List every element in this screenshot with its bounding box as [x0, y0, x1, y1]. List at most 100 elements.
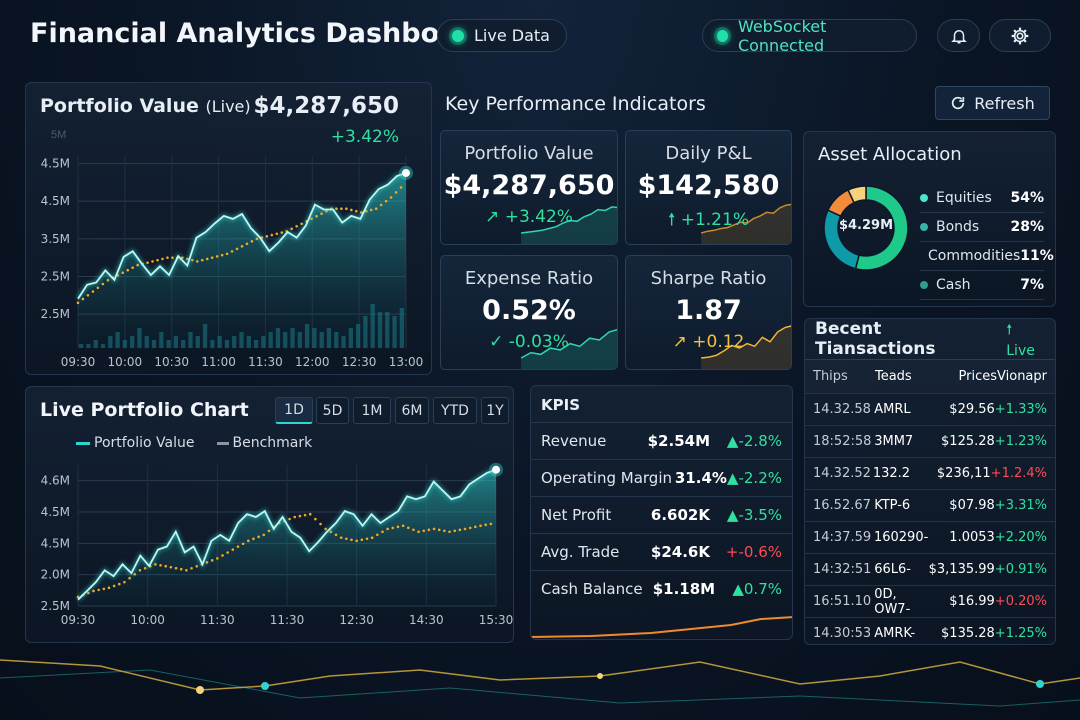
benchmark-point — [236, 545, 240, 548]
range-tab-1m[interactable]: 1M — [353, 397, 391, 424]
transactions-title: Becent Tiansactions — [815, 319, 936, 359]
transaction-cell: 3MM7 — [874, 434, 914, 449]
kpi-change: +-0.6% — [710, 543, 782, 561]
transaction-cell: AMRL — [874, 402, 911, 417]
kpi-change-value: -0.6% — [738, 543, 782, 561]
benchmark-point — [151, 260, 154, 263]
benchmark-point — [230, 250, 234, 253]
benchmark-point — [355, 539, 358, 543]
benchmark-point — [391, 526, 395, 530]
x-tick-label: 10:00 — [130, 613, 165, 627]
benchmark-point — [154, 563, 157, 566]
benchmark-point — [166, 256, 169, 259]
x-tick-label: 09:30 — [61, 613, 96, 627]
allocation-pct: 11% — [1020, 248, 1054, 264]
benchmark-point — [96, 286, 100, 290]
kpi-row: Net Profit 6.602K ▲-3.5% — [531, 496, 792, 533]
kpi-card-value: 0.52% — [482, 295, 576, 326]
legend-benchmark[interactable]: Benchmark — [216, 435, 312, 451]
range-tab-5d[interactable]: 5D — [316, 397, 349, 424]
live-point-marker[interactable] — [402, 168, 410, 177]
kpi-change-value: -2.2% — [738, 469, 782, 487]
transaction-row[interactable]: 16.52.67 KTP-6 $07.98 +3.31% — [805, 489, 1055, 521]
trend-up-icon: ↗ — [485, 207, 505, 227]
benchmark-point — [339, 536, 343, 539]
benchmark-point — [262, 533, 266, 537]
benchmark-point — [345, 537, 348, 541]
column-header[interactable]: Vionapr — [997, 369, 1047, 384]
kpi-card[interactable]: Sharpe Ratio 1.87 ↗ +0.12 — [625, 255, 792, 370]
benchmark-point — [437, 528, 441, 532]
transaction-row[interactable]: 14.32.58 AMRL $29.56 +1.33% — [805, 393, 1055, 425]
legend-swatch-icon — [216, 441, 229, 445]
transaction-cell: 16:51.10 — [813, 594, 872, 609]
kpi-card-value: $142,580 — [637, 170, 780, 201]
benchmark-point — [123, 580, 126, 584]
benchmark-point — [216, 557, 219, 560]
benchmark-point — [443, 529, 446, 533]
transaction-row[interactable]: 14.32.52 132.2 $236,11 +1.2.4% — [805, 457, 1055, 489]
transaction-row[interactable]: 16:51.10 0D, OW7- $16.99 +0.20% — [805, 585, 1055, 617]
x-tick-label: 12:30 — [339, 613, 374, 627]
benchmark-point — [315, 214, 318, 218]
kpi-row: Cash Balance $1.18M ▲0.7% — [531, 570, 792, 607]
transaction-row[interactable]: 14.30:53 AMRK- $135.28 +1.25% — [805, 617, 1055, 649]
transaction-cell: $236,11 — [936, 466, 991, 481]
range-tab-ytd[interactable]: YTD — [433, 397, 477, 424]
benchmark-point — [345, 207, 348, 211]
notifications-button[interactable] — [937, 19, 980, 52]
faint-axis-label: 5M — [51, 129, 67, 141]
kpi-change: ▲-2.8% — [710, 432, 782, 450]
transaction-row[interactable]: 14:37.59 160290- 1.0053 +2.20% — [805, 521, 1055, 553]
benchmark-point — [288, 517, 291, 521]
benchmark-point — [412, 528, 415, 532]
benchmark-point — [185, 568, 188, 572]
benchmark-point — [396, 525, 400, 529]
arrow-up-icon: 🠕 — [1006, 322, 1013, 338]
benchmark-point — [121, 271, 125, 275]
range-tab-1y[interactable]: 1Y — [481, 397, 509, 424]
range-tab-6m[interactable]: 6M — [395, 397, 429, 424]
benchmark-point — [320, 212, 323, 216]
benchmark-point — [369, 208, 373, 212]
donut-slice[interactable] — [847, 185, 867, 204]
benchmark-point — [200, 258, 204, 262]
allocation-name: Commodities — [928, 248, 1021, 264]
benchmark-point — [319, 522, 322, 526]
benchmark-point — [335, 207, 338, 211]
transaction-cell: KTP-6 — [874, 498, 911, 513]
kpi-card[interactable]: Portfolio Value $4,287,650 ↗ +3.42% — [440, 130, 618, 245]
benchmark-point — [190, 566, 193, 570]
allocation-pct: 7% — [1020, 277, 1044, 293]
benchmark-point — [360, 538, 364, 542]
portfolio-change: +3.42% — [330, 127, 399, 147]
range-tab-1d[interactable]: 1D — [275, 397, 313, 424]
benchmark-point — [448, 530, 451, 534]
benchmark-point — [210, 559, 214, 562]
column-header[interactable]: Prices — [958, 369, 998, 384]
transaction-row[interactable]: 18:52:58 3MM7 $125.28 +1.23% — [805, 425, 1055, 457]
status-dot-icon — [452, 29, 464, 42]
benchmark-point — [275, 232, 279, 236]
portfolio-line — [77, 172, 407, 300]
kpi-card[interactable]: Expense Ratio 0.52% ✓ -0.03% — [440, 255, 618, 370]
column-header[interactable]: Thips — [813, 369, 848, 384]
donut-slice[interactable] — [854, 185, 909, 271]
kpi-card[interactable]: Daily P&L $142,580 🠕 +1.21% — [625, 130, 792, 245]
legend-portfolio[interactable]: Portfolio Value — [76, 435, 195, 451]
benchmark-point — [252, 537, 255, 541]
live-point-marker[interactable] — [492, 465, 500, 474]
transaction-cell: $135.28 — [941, 626, 995, 641]
refresh-button[interactable]: Refresh — [935, 86, 1050, 120]
column-header[interactable]: Teads — [874, 369, 912, 384]
refresh-icon — [952, 96, 965, 110]
benchmark-point — [479, 524, 482, 528]
transaction-row[interactable]: 14:32:51 66L6- $3,135.99 +0.91% — [805, 553, 1055, 585]
live-data-badge[interactable]: Live Data — [437, 19, 567, 52]
benchmark-point — [293, 515, 297, 519]
asset-allocation-panel: Asset Allocation $4.29M Equities 54% Bonds… — [803, 131, 1056, 307]
benchmark-point — [350, 538, 353, 542]
settings-button[interactable] — [989, 19, 1051, 52]
benchmark-point — [489, 522, 493, 526]
kpi-row: Operating Margin 31.4% ▲-2.2% — [531, 459, 792, 496]
